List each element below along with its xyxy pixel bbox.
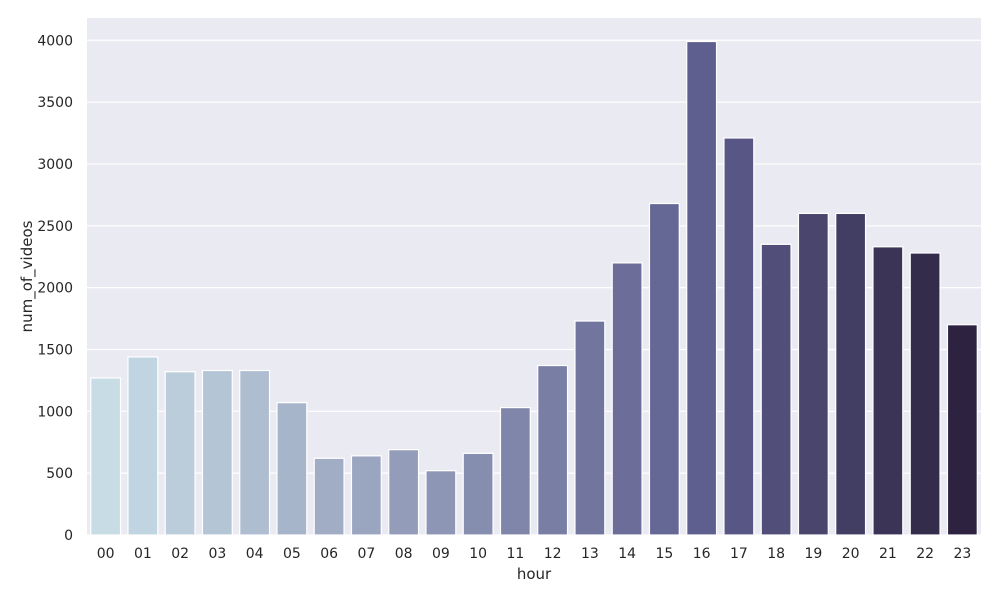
x-tick-label: 08 bbox=[395, 546, 413, 562]
x-tick-label: 21 bbox=[879, 546, 897, 562]
x-tick-label: 13 bbox=[581, 546, 599, 562]
plot-background bbox=[87, 18, 981, 535]
bar-hour-05 bbox=[276, 402, 308, 536]
bar-hour-20 bbox=[835, 212, 867, 536]
x-axis-label: hour bbox=[517, 565, 552, 583]
y-tick-label: 2000 bbox=[37, 281, 73, 297]
x-tick-label: 20 bbox=[842, 546, 860, 562]
y-tick-label: 2500 bbox=[37, 219, 73, 235]
bar-hour-00 bbox=[90, 377, 122, 536]
x-tick-label: 09 bbox=[432, 546, 450, 562]
bar-hour-10 bbox=[462, 452, 494, 536]
bar-hour-16 bbox=[686, 40, 718, 536]
x-tick-label: 04 bbox=[246, 546, 264, 562]
x-tick-label: 15 bbox=[655, 546, 673, 562]
y-tick-label: 4000 bbox=[37, 33, 73, 49]
x-tick-label: 07 bbox=[357, 546, 375, 562]
x-tick-label: 02 bbox=[171, 546, 189, 562]
bar-hour-17 bbox=[723, 137, 755, 536]
x-tick-label: 23 bbox=[953, 546, 971, 562]
y-gridlines bbox=[87, 39, 981, 536]
bar-hour-07 bbox=[350, 455, 382, 536]
bar-hour-03 bbox=[201, 369, 233, 536]
bar-hour-22 bbox=[909, 252, 941, 536]
bar-hour-01 bbox=[127, 356, 159, 536]
x-tick-label: 22 bbox=[916, 546, 934, 562]
x-tick-label: 05 bbox=[283, 546, 301, 562]
bar-hour-12 bbox=[537, 364, 569, 536]
bar-hour-18 bbox=[760, 243, 792, 536]
bar-hour-08 bbox=[388, 449, 420, 536]
bar-hour-11 bbox=[499, 407, 531, 536]
y-tick-label: 0 bbox=[64, 528, 73, 544]
y-tick-label: 3500 bbox=[37, 95, 73, 111]
y-tick-labels: 0 500 1000 1500 2000 2500 3000 3500 4000 bbox=[37, 33, 73, 544]
bar-hour-14 bbox=[611, 262, 643, 536]
y-axis-label: num_of_videos bbox=[18, 220, 37, 332]
bar-hour-23 bbox=[946, 324, 978, 536]
x-tick-label: 12 bbox=[544, 546, 562, 562]
bar-hour-19 bbox=[797, 212, 829, 536]
bar-hour-13 bbox=[574, 320, 606, 536]
y-tick-label: 1500 bbox=[37, 342, 73, 358]
bar-hour-21 bbox=[872, 246, 904, 536]
x-tick-label: 11 bbox=[506, 546, 524, 562]
y-tick-label: 3000 bbox=[37, 157, 73, 173]
x-tick-label: 10 bbox=[469, 546, 487, 562]
x-tick-label: 18 bbox=[767, 546, 785, 562]
x-tick-labels: 00 01 02 03 04 05 06 07 08 09 10 11 12 13 14 15 16 17 18 19… bbox=[97, 546, 972, 562]
x-tick-label: 01 bbox=[134, 546, 152, 562]
bars bbox=[90, 40, 978, 536]
bar-hour-09 bbox=[425, 470, 457, 536]
y-tick-label: 1000 bbox=[37, 404, 73, 420]
bar-hour-06 bbox=[313, 457, 345, 536]
x-tick-label: 03 bbox=[208, 546, 226, 562]
x-tick-label: 00 bbox=[97, 546, 115, 562]
x-tick-label: 19 bbox=[804, 546, 822, 562]
x-tick-label: 16 bbox=[693, 546, 711, 562]
x-tick-label: 06 bbox=[320, 546, 338, 562]
bar-hour-04 bbox=[239, 369, 271, 536]
x-tick-label: 14 bbox=[618, 546, 636, 562]
bar-hour-02 bbox=[164, 371, 196, 536]
bar-hour-15 bbox=[648, 202, 680, 536]
x-tick-label: 17 bbox=[730, 546, 748, 562]
y-tick-label: 500 bbox=[46, 466, 73, 482]
